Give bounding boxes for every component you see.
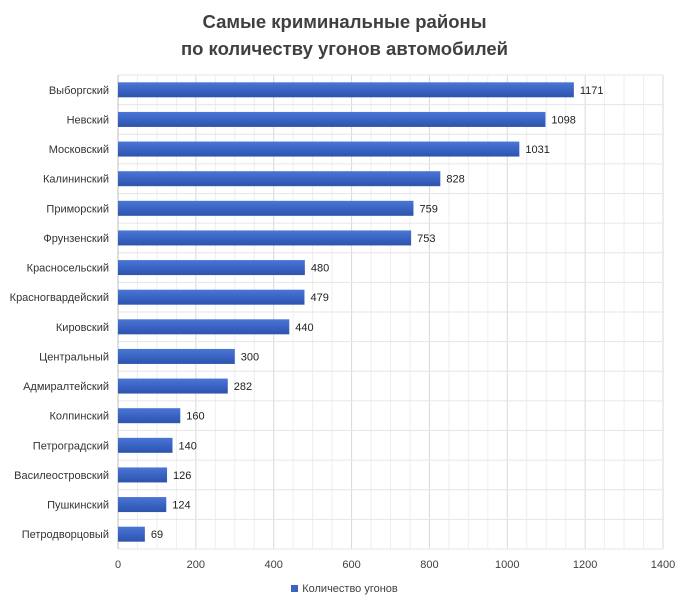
bar	[118, 141, 520, 157]
x-tick-label: 1400	[651, 559, 675, 571]
data-label: 1098	[551, 114, 575, 126]
category-label: Фрунзенский	[43, 233, 109, 245]
x-tick-label: 0	[115, 559, 121, 571]
x-tick-label: 600	[342, 559, 360, 571]
data-label: 69	[151, 529, 163, 541]
x-tick-label: 200	[187, 559, 205, 571]
category-label: Пушкинский	[47, 500, 109, 512]
category-label: Красногвардейский	[10, 292, 109, 304]
data-label: 479	[310, 292, 328, 304]
data-label: 140	[179, 440, 197, 452]
category-label: Колпинский	[50, 411, 109, 423]
bar	[118, 111, 546, 127]
category-label: Красносельский	[27, 263, 109, 275]
category-label: Центральный	[39, 351, 109, 363]
category-label: Петродворцовый	[22, 529, 109, 541]
legend-swatch	[291, 585, 299, 592]
data-label: 759	[419, 203, 437, 215]
category-label: Адмиралтейский	[23, 381, 109, 393]
category-label: Невский	[67, 114, 109, 126]
category-label: Петроградский	[33, 440, 109, 452]
data-label: 282	[234, 381, 252, 393]
data-label: 440	[295, 322, 313, 334]
category-label: Калининский	[43, 174, 109, 186]
bar	[118, 289, 305, 305]
data-label: 828	[446, 174, 464, 186]
bar	[118, 467, 168, 483]
bar	[118, 497, 167, 513]
bar	[118, 408, 181, 424]
data-label: 126	[173, 470, 191, 482]
x-tick-label: 800	[420, 559, 438, 571]
bar	[118, 230, 412, 246]
bar	[118, 82, 574, 98]
bar	[118, 348, 235, 364]
category-label: Кировский	[56, 322, 109, 334]
data-label: 480	[311, 263, 329, 275]
x-tick-label: 1000	[495, 559, 519, 571]
category-label: Московский	[49, 144, 109, 156]
x-tick-label: 1200	[573, 559, 597, 571]
bar	[118, 171, 441, 187]
chart-title: Самые криминальные районы по количеству …	[0, 8, 689, 62]
bar	[118, 526, 145, 542]
x-tick-label: 400	[265, 559, 283, 571]
category-label: Выборгский	[49, 85, 109, 97]
category-label: Василеостровский	[14, 470, 109, 482]
chart-title-line-2: по количеству угонов автомобилей	[180, 38, 509, 59]
data-label: 160	[186, 411, 204, 423]
bar	[118, 319, 290, 335]
chart-legend: Количество угонов	[0, 583, 689, 595]
category-label: Приморский	[46, 203, 109, 215]
bar	[118, 200, 414, 216]
chart-title-line-1: Самые криминальные районы	[202, 11, 487, 32]
data-label: 124	[172, 500, 190, 512]
data-label: 1171	[580, 85, 604, 97]
bar	[118, 378, 228, 394]
data-label: 1031	[525, 144, 549, 156]
data-label: 300	[241, 351, 259, 363]
bar	[118, 437, 173, 453]
bar	[118, 260, 305, 276]
legend-label: Количество угонов	[302, 583, 398, 595]
data-label: 753	[417, 233, 435, 245]
